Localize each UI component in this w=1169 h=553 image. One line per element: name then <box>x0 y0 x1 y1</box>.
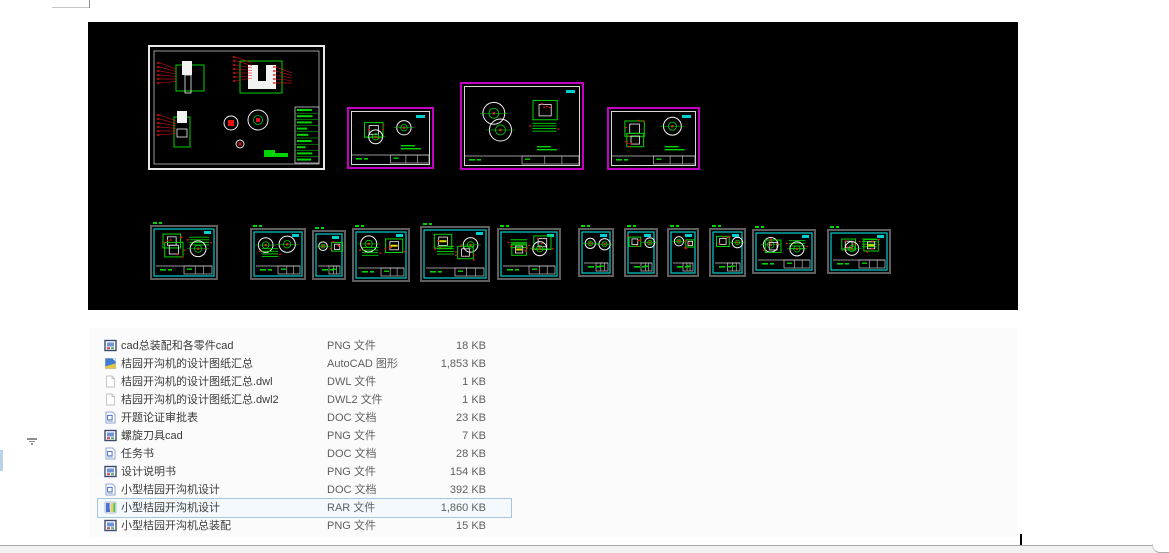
cad-sheet-parts-b <box>460 82 584 170</box>
file-row[interactable]: cad总装配和各零件cad PNG 文件 18 KB <box>98 337 511 355</box>
file-row[interactable]: 桔园开沟机的设计图纸汇总.dwl2 DWL2 文件 1 KB <box>98 391 511 409</box>
file-size: 7 KB <box>462 430 486 442</box>
text-caret <box>1020 534 1022 546</box>
png-file-icon <box>104 465 117 478</box>
file-name: 开题论证审批表 <box>121 412 198 424</box>
file-row[interactable]: 桔园开沟机的设计图纸汇总.dwl DWL 文件 1 KB <box>98 373 511 391</box>
cad-sheet-detail-01 <box>150 222 218 280</box>
file-type: PNG 文件 <box>327 466 376 478</box>
file-name: cad总装配和各零件cad <box>121 340 234 352</box>
page-corner-mark-vertical <box>89 0 90 8</box>
file-size: 18 KB <box>456 340 486 352</box>
file-type: RAR 文件 <box>327 502 376 514</box>
cad-collage-image[interactable] <box>88 22 1018 310</box>
file-size: 1 KB <box>462 376 486 388</box>
file-type: DWL 文件 <box>327 376 377 388</box>
file-name: 设计说明书 <box>121 466 176 478</box>
blank-file-icon <box>104 393 117 406</box>
cad-sheet-detail-03 <box>312 227 346 280</box>
file-name: 小型桔园开沟机总装配 <box>121 520 231 532</box>
cad-sheet-detail-11 <box>752 226 816 274</box>
doc-file-icon <box>104 411 117 424</box>
doc-file-icon <box>104 447 117 460</box>
file-type: AutoCAD 图形 <box>327 358 398 370</box>
cad-sheet-detail-12 <box>827 226 891 274</box>
cad-sheet-detail-04 <box>352 225 410 282</box>
cad-sheet-detail-08 <box>624 225 658 277</box>
file-row[interactable]: 小型桔园开沟机设计 RAR 文件 1,860 KB <box>97 498 512 518</box>
file-row[interactable]: 小型桔园开沟机总装配 PNG 文件 15 KB <box>98 517 511 535</box>
file-type: DOC 文档 <box>327 412 377 424</box>
file-row[interactable]: 任务书 DOC 文档 28 KB <box>98 445 511 463</box>
file-row[interactable]: 小型桔园开沟机设计 DOC 文档 392 KB <box>98 481 511 499</box>
doc-file-icon <box>104 483 117 496</box>
file-type: PNG 文件 <box>327 430 376 442</box>
cad-sheet-detail-10 <box>709 225 746 277</box>
file-size: 1,860 KB <box>440 502 486 514</box>
blank-file-icon <box>104 375 117 388</box>
file-row[interactable]: 设计说明书 PNG 文件 154 KB <box>98 463 511 481</box>
file-type: DOC 文档 <box>327 484 377 496</box>
file-name: 小型桔园开沟机设计 <box>121 484 220 496</box>
file-size: 15 KB <box>456 520 486 532</box>
file-name: 小型桔园开沟机设计 <box>121 502 220 514</box>
margin-highlight-bar <box>0 450 3 471</box>
collapse-arrow-icon[interactable] <box>26 438 38 445</box>
file-type: PNG 文件 <box>327 520 376 532</box>
file-size: 392 KB <box>449 484 486 496</box>
png-file-icon <box>104 519 117 532</box>
autocad-file-icon <box>104 357 117 370</box>
png-file-icon <box>104 429 117 442</box>
file-name: 桔园开沟机的设计图纸汇总 <box>121 358 253 370</box>
file-name: 桔园开沟机的设计图纸汇总.dwl2 <box>121 394 279 406</box>
file-size: 1,853 KB <box>440 358 486 370</box>
window-bottom-edge <box>0 545 1169 553</box>
rar-file-icon <box>104 501 117 514</box>
cad-sheet-parts-c <box>607 107 700 170</box>
cad-sheet-detail-09 <box>667 225 699 277</box>
file-size: 1 KB <box>462 394 486 406</box>
file-size: 154 KB <box>449 466 486 478</box>
file-list: cad总装配和各零件cad PNG 文件 18 KB 桔园开沟机的设计图纸汇总 Auto… <box>90 328 1018 537</box>
page-corner-mark-horizontal <box>52 7 89 8</box>
cad-sheet-parts-a <box>347 107 434 169</box>
cad-sheet-detail-05 <box>420 223 490 282</box>
file-row[interactable]: 桔园开沟机的设计图纸汇总 AutoCAD 图形 1,853 KB <box>98 355 511 373</box>
file-size: 23 KB <box>456 412 486 424</box>
file-name: 任务书 <box>121 448 154 460</box>
file-size: 28 KB <box>456 448 486 460</box>
cad-sheet-detail-02 <box>250 225 306 280</box>
file-name: 桔园开沟机的设计图纸汇总.dwl <box>121 376 273 388</box>
file-type: PNG 文件 <box>327 340 376 352</box>
cad-sheet-detail-06 <box>497 225 561 280</box>
png-file-icon <box>104 339 117 352</box>
file-type: DWL2 文件 <box>327 394 383 406</box>
file-type: DOC 文档 <box>327 448 377 460</box>
cad-sheet-assembly-main <box>148 45 325 170</box>
file-name: 螺旋刀具cad <box>121 430 183 442</box>
cad-sheet-detail-07 <box>578 225 614 277</box>
file-row[interactable]: 开题论证审批表 DOC 文档 23 KB <box>98 409 511 427</box>
file-row[interactable]: 螺旋刀具cad PNG 文件 7 KB <box>98 427 511 445</box>
